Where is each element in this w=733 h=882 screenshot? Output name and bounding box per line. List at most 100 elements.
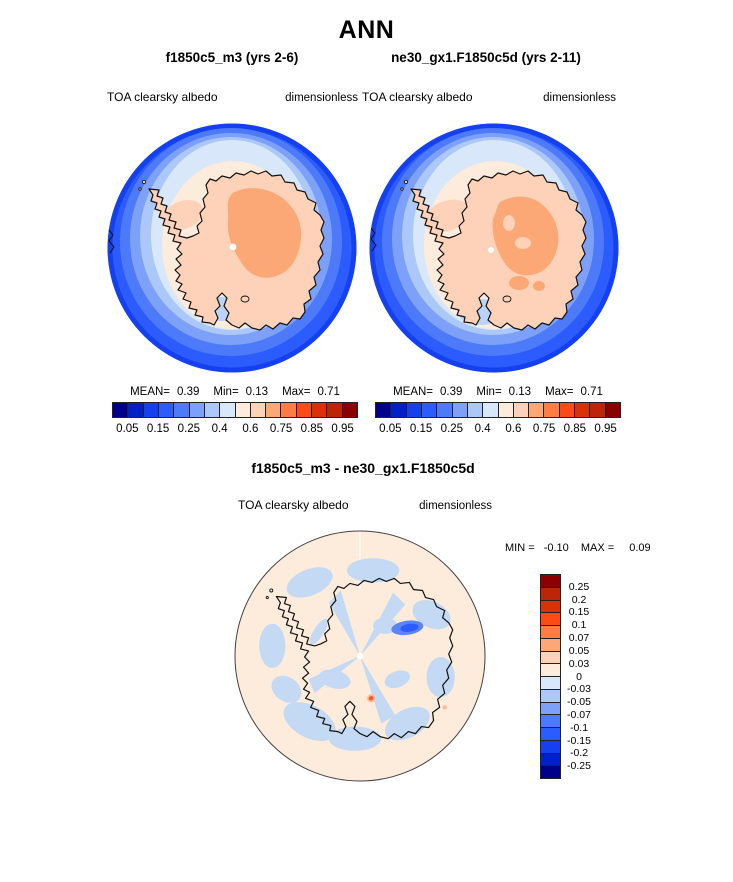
colorbar-cell bbox=[391, 403, 407, 417]
colorbar-left-ticks: 0.05 0.15 0.25 0.4 0.6 0.75 0.85 0.95 bbox=[112, 423, 358, 437]
colorbar-tick-label: -0.1 bbox=[569, 721, 589, 734]
colorbar-tick-label: 0.25 bbox=[568, 580, 590, 593]
colorbar-tick-label: 0.05 bbox=[379, 423, 402, 435]
colorbar-cell bbox=[541, 587, 560, 601]
colorbar-tick-label: -0.07 bbox=[567, 708, 591, 721]
colorbar-tick-label: -0.05 bbox=[567, 696, 591, 709]
colorbar-cell bbox=[296, 403, 313, 417]
colorbar-cell bbox=[437, 403, 453, 417]
panel-right-stats: MEAN= 0.39 Min= 0.13 Max= 0.71 bbox=[375, 386, 621, 398]
colorbar-cell bbox=[376, 403, 392, 417]
colorbar-cell bbox=[342, 403, 357, 417]
min-label: Min= bbox=[213, 386, 239, 398]
panel-right-variable-label: TOA clearsky albedo bbox=[362, 90, 473, 104]
colorbar-cell bbox=[541, 715, 560, 728]
colorbar-cell bbox=[312, 403, 328, 417]
colorbar-tick-label: 0.05 bbox=[568, 644, 590, 657]
mean-label: MEAN= bbox=[393, 386, 434, 398]
colorbar-cell bbox=[541, 626, 560, 639]
colorbar-tick-label: 0.2 bbox=[571, 593, 587, 606]
colorbar-right bbox=[375, 402, 621, 418]
colorbar-tick-label: 0.95 bbox=[331, 423, 354, 435]
colorbar-cell bbox=[266, 403, 282, 417]
colorbar-tick-label: 0.15 bbox=[568, 606, 590, 619]
colorbar-tick-label: 0.95 bbox=[594, 423, 617, 435]
colorbar-tick-label: 0.05 bbox=[116, 423, 139, 435]
colorbar-tick-label: 0.6 bbox=[505, 423, 522, 435]
colorbar-tick-label: 0.75 bbox=[269, 423, 293, 435]
min-value: 0.13 bbox=[508, 386, 532, 398]
colorbar-tick-label: 0.75 bbox=[532, 423, 556, 435]
diff-variable-label: TOA clearsky albedo bbox=[238, 498, 349, 512]
colorbar-cell bbox=[541, 651, 560, 665]
colorbar-diff-ticks: 0.25 0.2 0.15 0.1 0.07 0.05 0.03 0 -0.03 -0.05 -0.… bbox=[562, 574, 596, 779]
colorbar-tick-label: -0.2 bbox=[569, 747, 589, 760]
mean-value: 0.39 bbox=[177, 386, 200, 398]
panel-right-subtitle: ne30_gx1.F1850c5d (yrs 2-11) bbox=[391, 50, 581, 65]
colorbar-tick-label: 0 bbox=[576, 670, 582, 683]
colorbar-tick-label: 0.25 bbox=[177, 423, 201, 435]
colorbar-tick-label: 0.85 bbox=[563, 423, 587, 435]
colorbar-cell bbox=[483, 403, 499, 417]
colorbar-cell bbox=[250, 403, 267, 417]
colorbar-tick-label: -0.03 bbox=[567, 683, 591, 696]
diff-units-label: dimensionless bbox=[419, 500, 492, 512]
colorbar-cell bbox=[541, 664, 560, 677]
colorbar-cell bbox=[541, 677, 560, 690]
colorbar-tick-label: 0.15 bbox=[146, 423, 170, 435]
max-value: 0.71 bbox=[580, 386, 603, 398]
panel-left-units-label: dimensionless bbox=[285, 92, 358, 104]
mean-label: MEAN= bbox=[130, 386, 171, 398]
colorbar-cell bbox=[235, 403, 251, 417]
colorbar-cell bbox=[541, 600, 560, 614]
max-value: 0.09 bbox=[629, 542, 651, 554]
colorbar-diff bbox=[540, 574, 561, 779]
panel-left-variable-label: TOA clearsky albedo bbox=[107, 90, 218, 104]
min-label: MIN = bbox=[505, 542, 535, 554]
colorbar-cell bbox=[220, 403, 236, 417]
colorbar-left bbox=[112, 402, 358, 418]
colorbar-cell bbox=[327, 403, 343, 417]
colorbar-cell bbox=[541, 766, 560, 778]
colorbar-cell bbox=[113, 403, 129, 417]
mean-value: 0.39 bbox=[440, 386, 463, 398]
colorbar-cell bbox=[541, 638, 560, 652]
map-left-albedo bbox=[107, 123, 357, 373]
colorbar-tick-label: 0.85 bbox=[300, 423, 324, 435]
colorbar-cell bbox=[467, 403, 484, 417]
colorbar-tick-label: 0.25 bbox=[440, 423, 464, 435]
max-label: Max= bbox=[545, 386, 574, 398]
diff-stats: MIN = -0.10 MAX = 0.09 bbox=[505, 542, 651, 554]
colorbar-cell bbox=[541, 753, 560, 767]
colorbar-cell bbox=[541, 613, 560, 626]
colorbar-cell bbox=[513, 403, 530, 417]
max-label: Max= bbox=[282, 386, 311, 398]
colorbar-tick-label: -0.25 bbox=[567, 760, 591, 773]
panel-left-stats: MEAN= 0.39 Min= 0.13 Max= 0.71 bbox=[112, 386, 358, 398]
map-diff-albedo bbox=[234, 530, 486, 782]
panel-right-units-label: dimensionless bbox=[543, 92, 616, 104]
colorbar-tick-label: 0.07 bbox=[568, 632, 590, 645]
min-label: Min= bbox=[476, 386, 502, 398]
colorbar-cell bbox=[544, 403, 560, 417]
panel-left-subtitle: f1850c5_m3 (yrs 2-6) bbox=[165, 50, 299, 65]
colorbar-cell bbox=[541, 702, 560, 716]
colorbar-cell bbox=[559, 403, 576, 417]
diff-panel-title: f1850c5_m3 - ne30_gx1.F1850c5d bbox=[251, 460, 475, 476]
colorbar-cell bbox=[541, 689, 560, 703]
colorbar-cell bbox=[498, 403, 514, 417]
colorbar-cell bbox=[204, 403, 221, 417]
colorbar-tick-label: 0.4 bbox=[211, 423, 228, 435]
max-value: 0.71 bbox=[317, 386, 340, 398]
colorbar-cell bbox=[143, 403, 159, 417]
colorbar-cell bbox=[452, 403, 468, 417]
colorbar-cell bbox=[189, 403, 205, 417]
max-label: MAX = bbox=[580, 542, 615, 554]
colorbar-cell bbox=[575, 403, 591, 417]
min-value: -0.10 bbox=[543, 542, 569, 554]
colorbar-tick-label: 0.6 bbox=[242, 423, 259, 435]
colorbar-cell bbox=[174, 403, 190, 417]
colorbar-tick-label: 0.03 bbox=[568, 657, 590, 670]
colorbar-cell bbox=[421, 403, 438, 417]
